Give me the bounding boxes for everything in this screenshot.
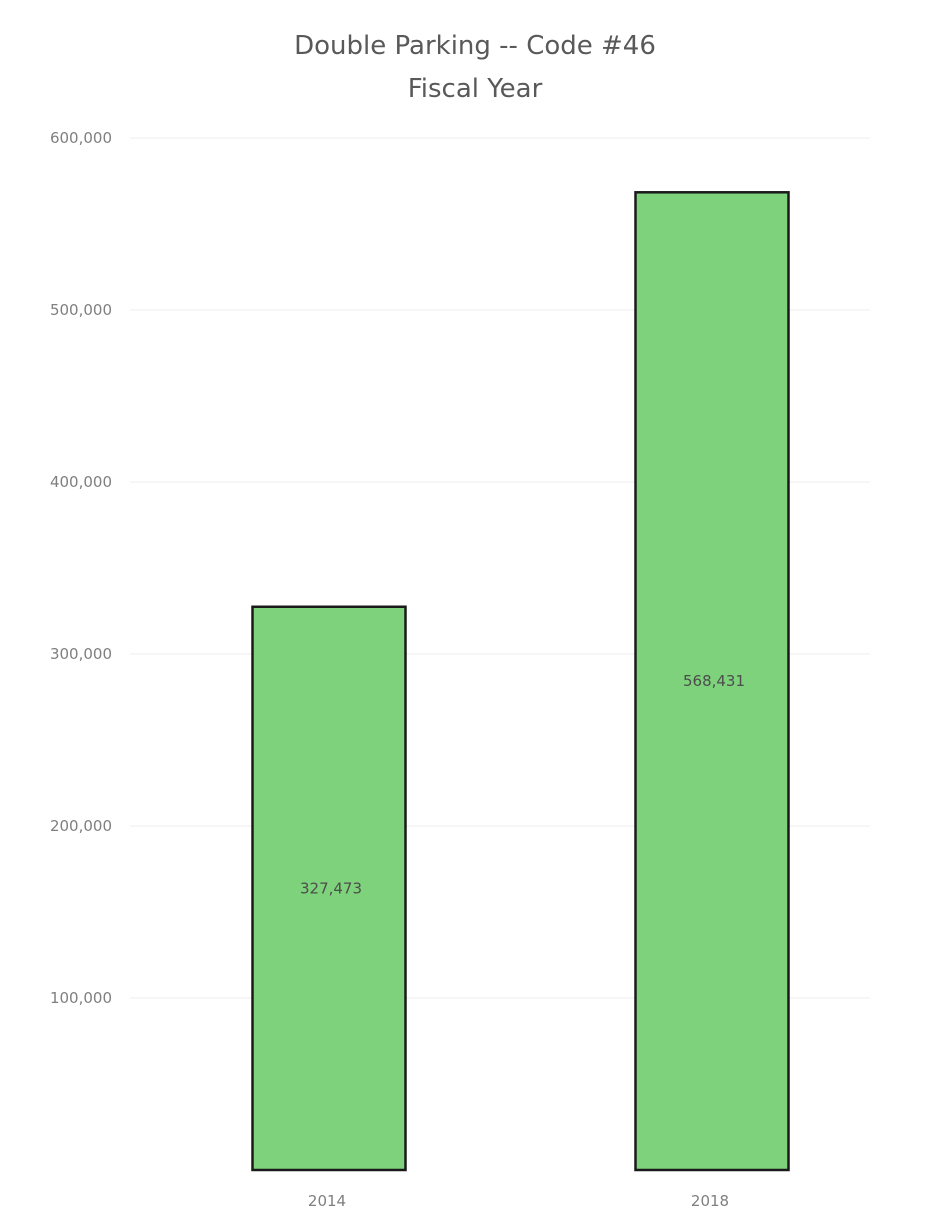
- chart-subtitle: Fiscal Year: [407, 74, 543, 104]
- data-label: 568,431: [683, 672, 745, 690]
- x-tick-label: 2018: [691, 1192, 729, 1210]
- y-tick-label: 600,000: [50, 129, 112, 147]
- y-tick-label: 400,000: [50, 473, 112, 491]
- y-tick-label: 300,000: [50, 645, 112, 663]
- data-label: 327,473: [300, 879, 362, 897]
- y-tick-label: 200,000: [50, 817, 112, 835]
- x-tick-label: 2014: [308, 1192, 346, 1210]
- y-tick-label: 100,000: [50, 989, 112, 1007]
- bar: [251, 605, 407, 1172]
- chart-title: Double Parking -- Code #46: [294, 31, 656, 61]
- y-tick-label: 500,000: [50, 301, 112, 319]
- bar: [634, 191, 790, 1172]
